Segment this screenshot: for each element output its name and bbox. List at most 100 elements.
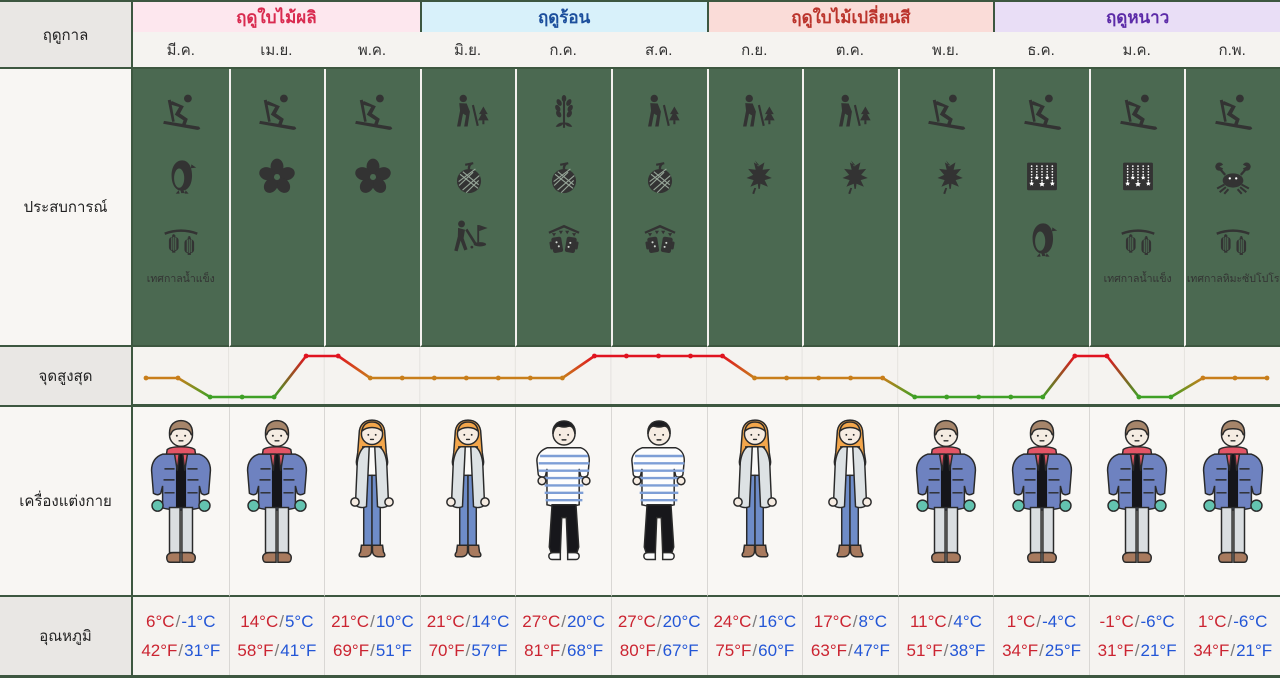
fahrenheit-range: 81°F/68°F: [524, 641, 603, 661]
figure-winter-jacket-man: [900, 413, 992, 596]
month-header-7: ก.ย.: [706, 32, 803, 69]
temp-high: 51°F: [906, 640, 943, 660]
temp-slash: /: [1227, 611, 1233, 631]
temp-slash: /: [656, 611, 662, 631]
figure-winter-jacket-man: [1091, 413, 1183, 596]
temp-low: 20°C: [662, 611, 701, 631]
temp-slash: /: [279, 611, 284, 631]
celsius-range: 1°C/-4°C: [1007, 612, 1076, 632]
peak-line-chart: [143, 347, 1270, 404]
temperature-row-label: อุณหภูมิ: [0, 597, 133, 675]
figure-winter-jacket-man: [135, 413, 227, 596]
temp-slash: /: [175, 611, 181, 631]
temperature-cell-11: -1°C/-6°C 31°F/21°F: [1088, 597, 1185, 675]
fahrenheit-range: 70°F/57°F: [429, 641, 508, 661]
lavender-icon: [541, 91, 587, 137]
season-row-label: ฤดูกาล: [0, 2, 133, 69]
temp-high: 11°C: [909, 611, 947, 631]
month-header-11: ม.ค.: [1088, 32, 1185, 69]
illumination-icon: [1019, 154, 1065, 200]
temperature-cell-5: 27°C/20°C 81°F/68°F: [515, 597, 611, 675]
figure-winter-jacket-man: [231, 413, 323, 596]
temperature-cell-6: 27°C/20°C 80°F/67°F: [610, 597, 707, 675]
ice-lantern-icon: [1210, 217, 1256, 263]
beer-garden-icon: [541, 217, 587, 263]
temp-high: 75°F: [715, 640, 752, 660]
celsius-range: 21°C/14°C: [427, 612, 510, 632]
season-band-winter: ฤดูหนาว: [993, 2, 1280, 32]
skiing-icon: [254, 91, 300, 137]
temp-slash: /: [274, 640, 280, 660]
clothing-cell-8: [802, 407, 898, 597]
temp-low: 51°F: [375, 640, 412, 660]
figure-gray-coat-woman: [804, 413, 896, 596]
fahrenheit-range: 51°F/38°F: [906, 641, 985, 661]
temp-low: 41°F: [280, 640, 317, 660]
temperature-cell-8: 17°C/8°C 63°F/47°F: [802, 597, 898, 675]
golf-icon: [446, 217, 492, 263]
temp-low: 25°F: [1044, 640, 1081, 660]
celsius-range: 24°C/16°C: [713, 612, 796, 632]
temp-high: 80°F: [619, 640, 656, 660]
experience-cell-4: [419, 69, 516, 347]
temp-high: 34°F: [1002, 640, 1039, 660]
clothing-row-label: เครื่องแต่งกาย: [0, 407, 133, 597]
celsius-range: 21°C/10°C: [331, 612, 414, 632]
temp-high: 69°F: [332, 640, 370, 660]
fahrenheit-range: 42°F/31°F: [141, 641, 220, 661]
penguin-icon: [1019, 217, 1065, 263]
month-header-8: ต.ค.: [802, 32, 898, 69]
experience-cell-3: [324, 69, 420, 347]
temperature-cell-1: 6°C/-1°C 42°F/31°F: [133, 597, 229, 675]
temp-high: 31°F: [1097, 640, 1134, 660]
temp-high: 21°C: [426, 611, 465, 631]
fahrenheit-range: 58°F/41°F: [237, 641, 316, 661]
clothing-cell-3: [324, 407, 420, 597]
maple-leaf-icon: [732, 154, 778, 200]
hiking-icon: [732, 91, 778, 137]
temp-slash: /: [561, 640, 566, 660]
temperature-cell-10: 1°C/-4°C 34°F/25°F: [993, 597, 1089, 675]
fahrenheit-range: 63°F/47°F: [811, 641, 890, 661]
month-header-6: ส.ค.: [610, 32, 707, 69]
temp-slash: /: [1230, 640, 1236, 660]
month-header-1: มี.ค.: [133, 32, 229, 69]
temperature-cell-3: 21°C/10°C 69°F/51°F: [324, 597, 420, 675]
festival-caption: เทศกาลหิมะซัปโปโร: [1186, 273, 1280, 285]
clothing-cell-9: [897, 407, 994, 597]
celsius-range: 27°C/20°C: [618, 612, 701, 632]
fahrenheit-range: 34°F/21°F: [1193, 641, 1272, 661]
peak-row-label: จุดสูงสุด: [0, 347, 133, 407]
ice-lantern-icon: [1115, 217, 1161, 263]
experience-cell-6: [610, 69, 707, 347]
skiing-icon: [1019, 91, 1065, 137]
temp-low: 10°C: [375, 611, 414, 631]
temp-slash: /: [178, 640, 184, 660]
temp-high: 21°C: [331, 611, 370, 631]
hiking-icon: [446, 91, 492, 137]
penguin-icon: [158, 154, 204, 200]
temp-low: -1°C: [181, 611, 216, 631]
temp-slash: /: [370, 640, 375, 660]
clothing-cell-7: [706, 407, 803, 597]
clothing-cell-1: [133, 407, 229, 597]
temp-low: 57°F: [471, 640, 508, 660]
celsius-range: 14°C/5°C: [240, 612, 313, 632]
temp-high: 58°F: [237, 640, 274, 660]
temp-low: 4°C: [953, 611, 982, 631]
season-band-spring: ฤดูใบไม้ผลิ: [133, 2, 420, 32]
celsius-range: -1°C/-6°C: [1100, 612, 1175, 632]
temp-slash: /: [752, 611, 758, 631]
temp-slash: /: [852, 611, 858, 631]
temp-slash: /: [465, 611, 471, 631]
temperature-cell-9: 11°C/4°C 51°F/38°F: [897, 597, 994, 675]
melon-icon: [446, 154, 492, 200]
melon-icon: [541, 154, 587, 200]
temp-high: 17°C: [813, 611, 852, 631]
maple-leaf-icon: [828, 154, 874, 200]
celsius-range: 11°C/4°C: [910, 612, 982, 632]
month-header-4: มิ.ย.: [419, 32, 516, 69]
month-header-9: พ.ย.: [897, 32, 994, 69]
clothing-cell-6: [610, 407, 707, 597]
